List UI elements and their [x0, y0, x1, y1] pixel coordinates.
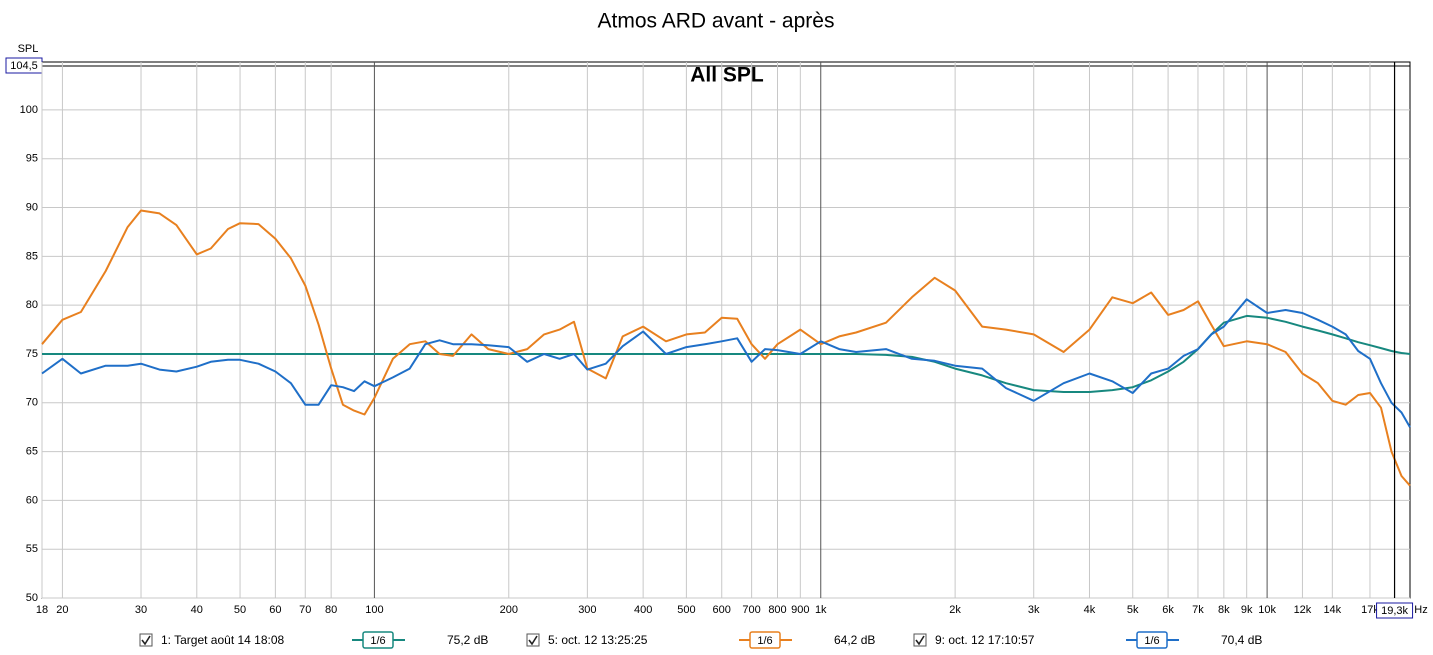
smoothing-box [1136, 631, 1168, 649]
y-readout-label: 104,5 [10, 60, 38, 72]
legend-label: 1: Target août 14 18:08 [161, 633, 285, 647]
x-tick-label: 40 [191, 604, 203, 616]
y-tick-label: 80 [26, 299, 38, 311]
x-axis-label: Hz [1414, 604, 1427, 616]
x-tick-label: 14k [1323, 604, 1341, 616]
series-line [41, 298, 1411, 428]
x-tick-label: 100 [365, 604, 383, 616]
y-tick-label: 75 [26, 348, 38, 360]
x-tick-label: 900 [791, 604, 809, 616]
y-tick-label: 90 [26, 201, 38, 213]
y-tick-label: 95 [26, 153, 38, 165]
legend-checkbox [913, 633, 927, 647]
x-tick-label: 9k [1241, 604, 1253, 616]
x-cursor-label: 19,3k [1381, 605, 1408, 617]
x-tick-label: 17k [1361, 604, 1379, 616]
series-line [41, 209, 1411, 487]
x-tick-label: 12k [1294, 604, 1312, 616]
x-tick-label: 10k [1258, 604, 1276, 616]
x-tick-label: 5k [1127, 604, 1139, 616]
chart-title: Atmos ARD avant - après [598, 10, 835, 33]
x-tick-label: 700 [742, 604, 760, 616]
series-line [42, 314, 1411, 393]
legend-check [528, 635, 538, 646]
x-tick-label: 50 [234, 604, 246, 616]
y-tick-label: 85 [26, 250, 38, 262]
y-tick-label: 65 [26, 445, 38, 457]
y-tick-label: 55 [26, 543, 38, 555]
x-tick-label: 1k [815, 604, 827, 616]
annotation: All SPL [690, 64, 764, 87]
legend-smoothing: 1/6 [1144, 635, 1159, 647]
x-tick-label: 6k [1162, 604, 1174, 616]
y-tick-label: 100 [20, 104, 38, 116]
x-tick-label: 800 [768, 604, 786, 616]
legend-checkbox [526, 633, 540, 647]
legend-level: 75,2 dB [447, 633, 488, 647]
x-tick-label: 500 [677, 604, 695, 616]
legend-label: 5: oct. 12 13:25:25 [548, 633, 648, 647]
y-tick-label: 70 [26, 397, 38, 409]
legend-level: 70,4 dB [1221, 633, 1262, 647]
readout-box [1376, 602, 1414, 619]
x-tick-label: 20 [56, 604, 68, 616]
y-axis-label: SPL [18, 43, 39, 55]
x-tick-label: 2k [949, 604, 961, 616]
legend-smoothing: 1/6 [370, 635, 385, 647]
smoothing-box [362, 631, 394, 649]
x-tick-label: 70 [299, 604, 311, 616]
x-tick-label: 400 [634, 604, 652, 616]
y-tick-label: 50 [26, 592, 38, 604]
smoothing-box [749, 631, 781, 649]
x-tick-label: 200 [500, 604, 518, 616]
plot-area [41, 61, 1411, 599]
legend-checkbox [139, 633, 153, 647]
x-tick-label: 8k [1218, 604, 1230, 616]
x-tick-label: 18 [36, 604, 48, 616]
x-tick-label: 600 [713, 604, 731, 616]
legend-label: 9: oct. 12 17:10:57 [935, 633, 1035, 647]
x-tick-label: 7k [1192, 604, 1204, 616]
legend-check [915, 635, 925, 646]
x-tick-label: 60 [269, 604, 281, 616]
legend-smoothing: 1/6 [757, 635, 772, 647]
x-tick-label: 80 [325, 604, 337, 616]
x-tick-label: 30 [135, 604, 147, 616]
legend-check [141, 635, 151, 646]
x-tick-label: 3k [1028, 604, 1040, 616]
y-tick-label: 60 [26, 494, 38, 506]
x-tick-label: 4k [1084, 604, 1096, 616]
legend-level: 64,2 dB [834, 633, 875, 647]
x-tick-label: 300 [578, 604, 596, 616]
